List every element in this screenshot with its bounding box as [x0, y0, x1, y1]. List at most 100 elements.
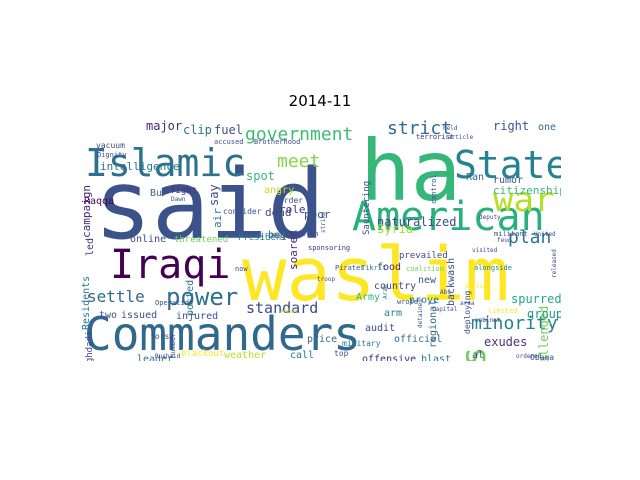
cloud-word-united: United	[534, 231, 556, 238]
cloud-word-spot: spot	[246, 169, 275, 183]
cloud-word-state: State	[454, 143, 561, 187]
cloud-word-war: war	[493, 180, 554, 220]
cloud-word-top: top	[334, 349, 349, 358]
cloud-word-role: role	[279, 203, 306, 216]
cloud-word-fight: fight	[170, 186, 197, 196]
cloud-word-coalition: coalition	[406, 265, 444, 273]
cloud-word-strike: strike	[320, 211, 327, 233]
cloud-word-new: new	[418, 275, 437, 286]
cloud-word-deputy: deputy	[479, 214, 501, 221]
cloud-word-prove: prove	[409, 295, 439, 306]
cloud-word-accused: accused	[214, 138, 244, 146]
cloud-word-american: American	[352, 194, 545, 240]
cloud-word-food: food	[377, 262, 401, 273]
figure-title: 2014-11	[288, 92, 352, 110]
cloud-word-now: now	[235, 265, 248, 273]
cloud-word-detained: detained	[417, 299, 424, 328]
cloud-word-syria: Syria	[377, 222, 413, 236]
cloud-word-al: al	[472, 350, 484, 361]
cloud-word-president: President	[238, 233, 287, 243]
cloud-word-tikrit: Tikrit	[361, 264, 386, 272]
cloud-word-baghdadi: Baghdadi	[85, 331, 95, 361]
cloud-word-visited: visited	[472, 247, 498, 254]
cloud-word-group: group	[527, 307, 561, 321]
cloud-word-ordered: ordered	[516, 353, 542, 360]
cloud-word-threatened: threatened	[174, 235, 228, 245]
cloud-word-blackout: blackout	[181, 349, 224, 359]
cloud-word-begun: begun	[268, 230, 298, 241]
cloud-word-feud: feud	[497, 237, 512, 244]
cloud-word-s: s	[454, 347, 494, 361]
cloud-word-arm: arm	[384, 308, 402, 319]
cloud-word-wrote: wrote	[397, 298, 418, 306]
cloud-word-rumor: rumor	[493, 175, 523, 186]
cloud-word-military: military	[342, 339, 381, 348]
cloud-word-two: two	[99, 310, 117, 321]
cloud-word-ha: ha	[360, 122, 461, 220]
cloud-word-government: government	[245, 124, 353, 145]
cloud-word-citizenship: citizenship	[493, 184, 561, 197]
cloud-word-audit: audit	[365, 323, 395, 334]
cloud-word-number: number	[169, 333, 177, 358]
cloud-word-plan: plan	[508, 227, 551, 248]
cloud-word-order: order	[279, 196, 303, 205]
cloud-word-bu: Bu	[150, 188, 162, 199]
cloud-word-offensive: offensive	[362, 354, 416, 361]
cloud-word-area: area	[460, 300, 475, 307]
cloud-word-major: major	[146, 119, 182, 133]
cloud-word-minority: minority	[471, 313, 558, 334]
cloud-word-abu: Abu	[440, 289, 451, 296]
cloud-word-air: air	[211, 208, 224, 228]
cloud-word-islamic: Islamic	[85, 141, 245, 185]
cloud-word-rushaid: Rushaid	[155, 353, 181, 360]
cloud-word-clip: clip	[183, 123, 212, 137]
cloud-word-right: right	[493, 119, 529, 133]
cloud-word-arab: Arab	[382, 284, 389, 299]
cloud-word-online: online	[130, 234, 166, 245]
cloud-word-sauntering: Sauntering	[362, 181, 372, 235]
cloud-word-injured: injured	[176, 311, 218, 322]
cloud-word-official: official	[394, 334, 442, 345]
cloud-word-pirates: Pirates	[335, 264, 365, 272]
cloud-word-blast: blast	[421, 354, 451, 361]
cloud-word-campaign: campaign	[80, 185, 93, 238]
cloud-word-terrorist: terrorist	[416, 133, 454, 141]
cloud-word-dignity: Dignity	[97, 151, 127, 159]
cloud-word-vacuum: vacuum	[96, 141, 125, 150]
cloud-word-posted: posted	[185, 280, 196, 316]
cloud-word-price: price	[307, 334, 337, 345]
cloud-word-country: country	[374, 281, 416, 292]
cloud-word-article: article	[448, 134, 474, 141]
cloud-word-held: held	[443, 125, 458, 132]
cloud-word-angry: angry	[264, 185, 294, 196]
cloud-word-control: control	[430, 174, 438, 204]
cloud-word-leader: leader	[137, 354, 173, 361]
word-cloud: said waslim ha Commanders American Islamic Sta…	[80, 118, 561, 361]
cloud-word-capital: capital	[432, 306, 458, 313]
cloud-word-meet: meet	[277, 151, 320, 172]
cloud-word-released: released	[551, 249, 558, 278]
cloud-word-consider: consider	[223, 207, 262, 216]
cloud-word-standard: standard	[246, 299, 318, 317]
cloud-word-one: one	[538, 122, 556, 133]
cloud-word-operation: Operation	[155, 299, 193, 307]
cloud-word-fuel: fuel	[214, 123, 243, 137]
cloud-word-dead: dead	[265, 206, 292, 219]
cloud-word-iraqi: Iraqi	[110, 242, 230, 288]
cloud-word-settle: settle	[87, 287, 145, 306]
cloud-word-challenged: challenged	[537, 306, 551, 361]
cloud-word-sponsoring: sponsoring	[308, 244, 350, 252]
cloud-word-waslim: waslim	[242, 232, 509, 318]
cloud-word-obama: Obama	[530, 353, 554, 361]
cloud-word-prevailed: prevailed	[399, 251, 448, 261]
cloud-word-forsa: forsa	[150, 332, 174, 341]
cloud-word-cabinet: cabinet	[475, 317, 501, 324]
cloud-word-naturalized: naturalized	[377, 215, 456, 229]
cloud-word-call: call	[290, 350, 314, 361]
cloud-word-backwash: backwash	[446, 258, 457, 306]
cloud-word-alongside: alongside	[474, 264, 512, 272]
cloud-word-dawn: Dawn	[171, 196, 186, 203]
cloud-word-say: say	[207, 184, 221, 206]
cloud-word-troop: troop	[317, 276, 335, 283]
